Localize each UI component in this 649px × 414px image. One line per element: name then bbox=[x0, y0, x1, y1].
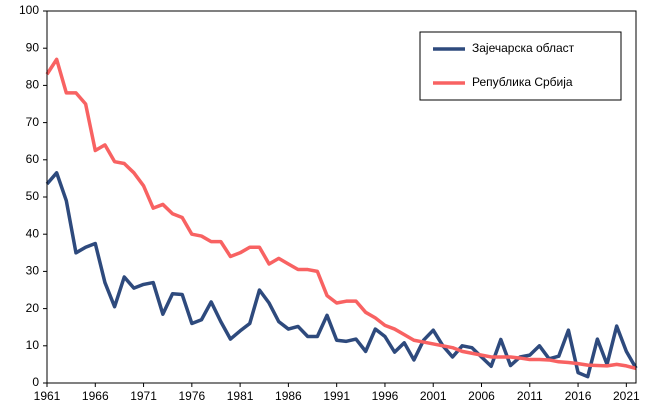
x-tick-label: 1961 bbox=[34, 389, 61, 403]
x-tick-label: 1996 bbox=[372, 389, 399, 403]
y-tick-label: 20 bbox=[26, 301, 40, 315]
y-tick-label: 50 bbox=[26, 189, 40, 203]
x-tick-label: 1966 bbox=[82, 389, 109, 403]
y-tick-label: 40 bbox=[26, 226, 40, 240]
legend-box bbox=[419, 31, 622, 101]
x-tick-label: 1986 bbox=[275, 389, 302, 403]
legend bbox=[419, 31, 622, 101]
x-tick-label: 2021 bbox=[613, 389, 640, 403]
x-tick-label: 1991 bbox=[323, 389, 350, 403]
series-line bbox=[45, 57, 637, 371]
x-tick-label: 2001 bbox=[420, 389, 447, 403]
y-tick-label: 0 bbox=[32, 375, 39, 389]
plot-frame bbox=[46, 10, 637, 384]
y-tick-label: 60 bbox=[26, 152, 40, 166]
x-tick-label: 1971 bbox=[130, 389, 157, 403]
y-tick-label: 10 bbox=[26, 338, 40, 352]
legend-label: Република Србија bbox=[472, 75, 573, 89]
legend-label: Зајечарска област bbox=[472, 41, 575, 55]
x-tick-label: 1981 bbox=[227, 389, 254, 403]
x-tick-label: 2006 bbox=[468, 389, 495, 403]
y-tick-label: 90 bbox=[26, 40, 40, 54]
y-tick-label: 30 bbox=[26, 264, 40, 278]
x-tick-label: 2011 bbox=[517, 389, 543, 403]
series-line bbox=[45, 171, 638, 379]
x-tick-label: 2016 bbox=[565, 389, 592, 403]
y-tick-label: 70 bbox=[26, 115, 40, 129]
y-tick-label: 100 bbox=[19, 3, 39, 17]
y-tick-label: 80 bbox=[26, 78, 40, 92]
x-tick-label: 1976 bbox=[178, 389, 205, 403]
